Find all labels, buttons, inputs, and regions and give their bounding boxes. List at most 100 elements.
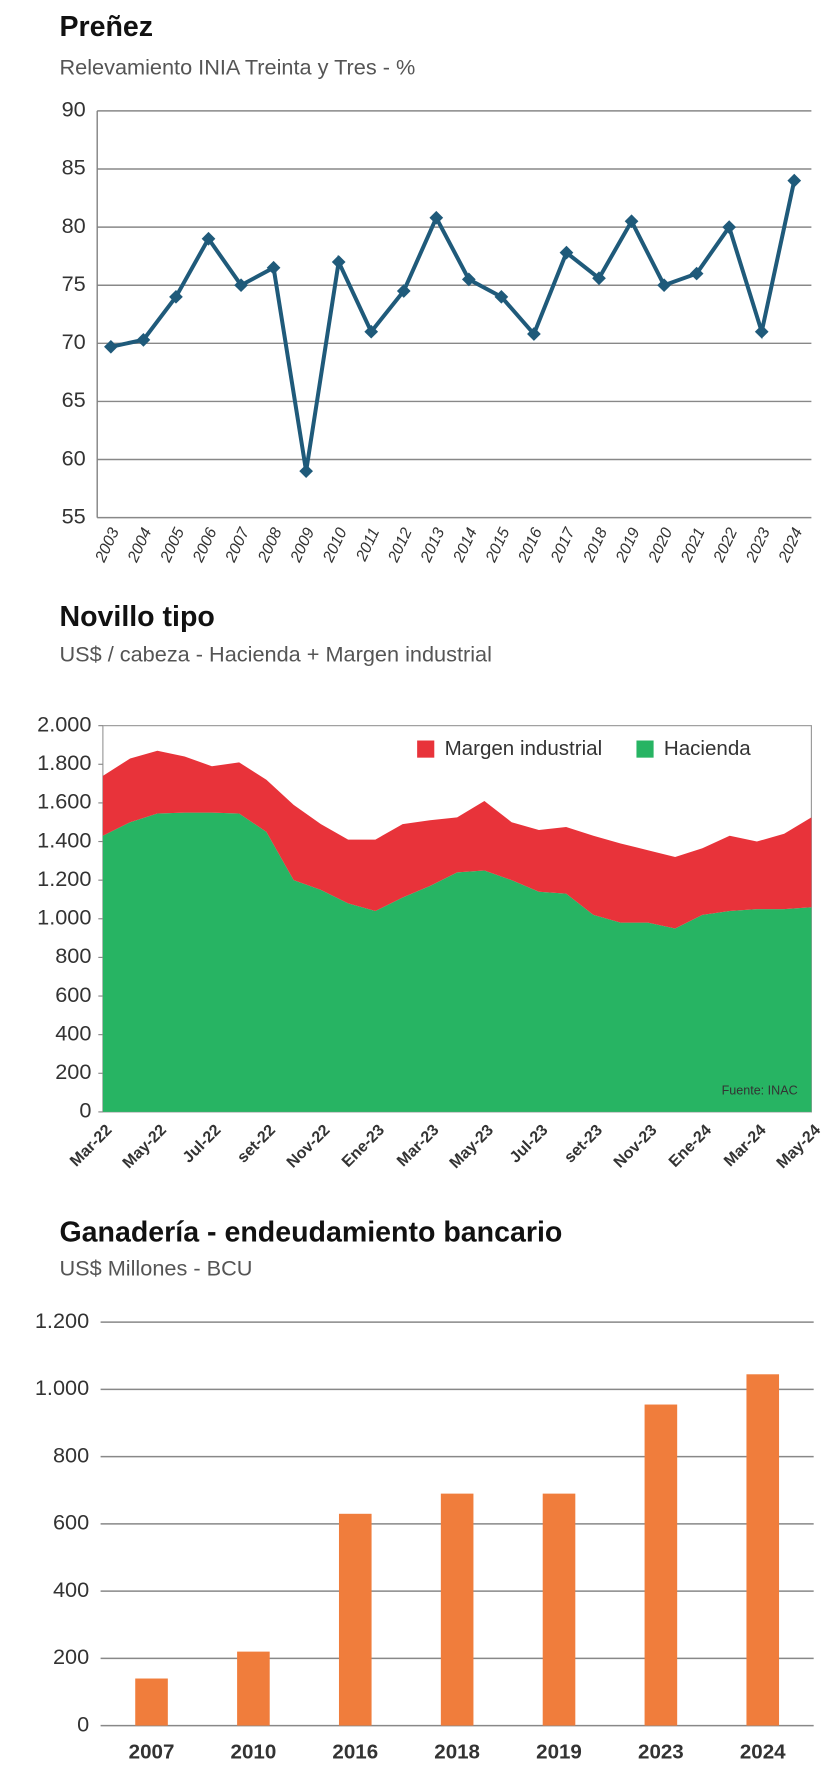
y-tick-label: 400 — [53, 1577, 89, 1602]
x-tick-label: 2008 — [255, 525, 286, 565]
marker — [689, 266, 704, 281]
x-tick-label: 2018 — [580, 525, 611, 565]
y-tick-label: 1.600 — [37, 789, 91, 814]
bar — [440, 1493, 474, 1726]
marker — [624, 214, 639, 229]
x-tick-label: 2020 — [645, 525, 676, 565]
marker — [754, 324, 769, 339]
x-tick-label: 2018 — [434, 1740, 480, 1763]
x-tick-label: 2007 — [222, 524, 253, 565]
marker — [331, 255, 346, 269]
marker — [169, 289, 183, 304]
chart-title: Ganadería - endeudamiento bancario — [59, 1217, 562, 1249]
y-tick-label: 2.000 — [37, 711, 91, 736]
marker — [266, 260, 281, 275]
bar — [135, 1678, 168, 1726]
marker — [364, 324, 379, 339]
x-tick-label: May-22 — [120, 1122, 170, 1172]
y-tick-label: 600 — [53, 1510, 89, 1535]
y-tick-label: 1.200 — [35, 1308, 89, 1333]
x-tick-label: Nov-23 — [611, 1122, 661, 1172]
x-tick-label: 2004 — [125, 525, 156, 565]
x-tick-label: 2021 — [678, 525, 709, 565]
x-tick-label: 2010 — [231, 1740, 277, 1763]
chart-subtitle: US$ / cabeza - Hacienda + Margen industr… — [59, 642, 491, 667]
x-tick-label: 2009 — [287, 525, 318, 565]
y-tick-label: 0 — [77, 1711, 89, 1736]
y-tick-label: 800 — [53, 1442, 89, 1467]
x-tick-label: 2016 — [332, 1740, 378, 1763]
y-tick-label: 80 — [62, 213, 86, 238]
x-tick-label: 2014 — [450, 525, 481, 565]
y-tick-label: 90 — [62, 97, 86, 122]
x-tick-label: Ene-23 — [339, 1122, 388, 1171]
marker — [299, 464, 313, 479]
y-tick-label: 400 — [55, 1020, 91, 1045]
annotation: Fuente: INAC — [722, 1084, 798, 1098]
legend-label: Margen industrial — [445, 737, 603, 760]
x-tick-label: 2007 — [129, 1740, 175, 1763]
x-tick-label: 2016 — [515, 525, 546, 565]
x-tick-label: 2011 — [353, 525, 383, 564]
y-tick-label: 1.800 — [37, 750, 91, 775]
x-tick-label: Mar-22 — [67, 1122, 116, 1171]
chart-title: Preñez — [59, 11, 153, 43]
x-tick-label: 2023 — [743, 525, 774, 565]
chart-subtitle: Relevamiento INIA Treinta y Tres - % — [59, 54, 415, 79]
y-tick-label: 65 — [62, 387, 86, 412]
area — [102, 750, 812, 929]
x-tick-label: 2013 — [417, 525, 448, 565]
bar — [237, 1651, 270, 1726]
y-tick-label: 0 — [79, 1098, 91, 1123]
x-tick-label: 2022 — [710, 525, 741, 565]
y-tick-label: 60 — [62, 445, 86, 470]
x-tick-label: 2023 — [638, 1740, 684, 1763]
x-tick-label: 2005 — [157, 525, 188, 565]
line — [110, 180, 797, 472]
y-tick-label: 600 — [55, 982, 91, 1007]
legend-swatch — [417, 740, 435, 758]
x-tick-label: Jul-22 — [180, 1122, 225, 1167]
x-tick-label: 2006 — [190, 525, 221, 565]
y-tick-label: 800 — [55, 943, 91, 968]
legend-swatch — [636, 740, 654, 758]
y-tick-label: 70 — [62, 329, 86, 354]
bar — [644, 1404, 678, 1726]
x-tick-label: Jul-23 — [507, 1122, 552, 1167]
x-tick-label: 2019 — [613, 525, 644, 565]
bar — [542, 1493, 576, 1726]
y-tick-label: 75 — [62, 271, 86, 296]
x-tick-label: 2012 — [385, 525, 416, 565]
marker — [429, 210, 444, 225]
legend-label: Hacienda — [664, 737, 751, 760]
marker — [104, 339, 118, 354]
marker — [201, 231, 216, 246]
x-tick-label: 2003 — [92, 525, 123, 565]
y-tick-label: 200 — [55, 1059, 91, 1084]
area — [102, 812, 812, 1112]
y-tick-label: 1.400 — [37, 827, 91, 852]
bar — [338, 1513, 372, 1726]
x-tick-label: 2010 — [320, 525, 351, 565]
x-tick-label: May-24 — [774, 1122, 824, 1172]
marker — [136, 332, 151, 347]
bar — [746, 1374, 780, 1726]
x-tick-label: Nov-22 — [284, 1122, 334, 1172]
y-tick-label: 200 — [53, 1644, 89, 1669]
marker — [494, 289, 509, 304]
chart-subtitle: US$ Millones - BCU — [59, 1255, 252, 1280]
x-tick-label: 2024 — [775, 525, 806, 565]
x-tick-label: Mar-24 — [721, 1122, 770, 1171]
x-tick-label: 2019 — [536, 1740, 582, 1763]
x-tick-label: Mar-23 — [394, 1122, 443, 1171]
x-tick-label: 2024 — [740, 1740, 786, 1763]
y-tick-label: 1.000 — [37, 905, 91, 930]
marker — [787, 173, 802, 188]
x-tick-label: 2017 — [548, 524, 579, 565]
y-tick-label: 85 — [62, 155, 86, 180]
marker — [592, 271, 606, 286]
y-tick-label: 1.200 — [37, 866, 91, 891]
y-tick-label: 1.000 — [35, 1375, 89, 1400]
x-tick-label: 2015 — [483, 525, 514, 565]
